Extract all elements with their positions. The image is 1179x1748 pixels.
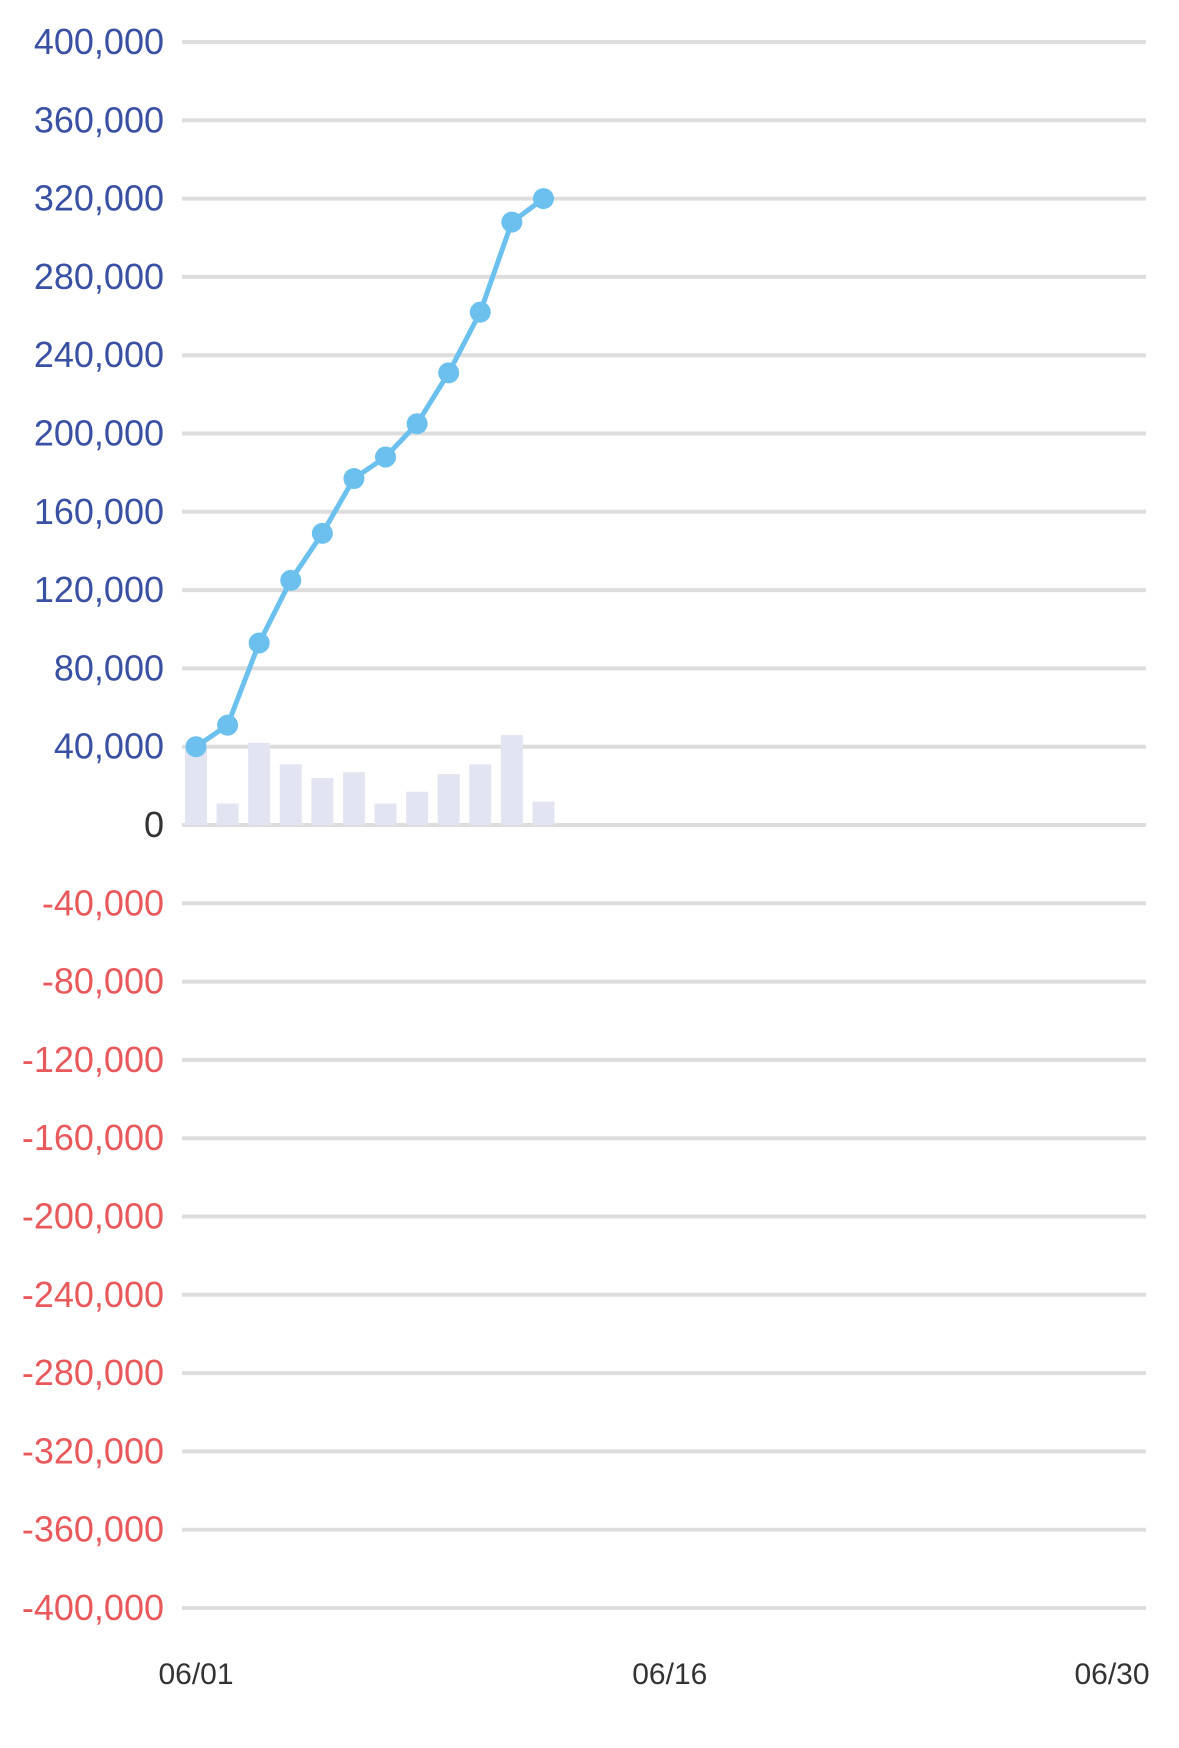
y-tick-labels: 400,000 360,000 320,000 280,000 240,000 200,0… [22, 21, 164, 1628]
bar [437, 774, 460, 825]
bar [406, 791, 429, 825]
data-point [501, 211, 523, 233]
bar [311, 778, 334, 825]
y-tick-label: 200,000 [34, 413, 164, 454]
point-layer [185, 188, 554, 758]
bar [216, 803, 239, 825]
y-tick-label: 240,000 [34, 334, 164, 375]
y-tick-label: -160,000 [22, 1117, 164, 1158]
y-tick-label: -80,000 [42, 961, 164, 1002]
y-tick-label: 80,000 [54, 647, 164, 688]
line-layer [193, 196, 546, 750]
y-tick-label: 120,000 [34, 569, 164, 610]
data-point [217, 714, 239, 736]
series-line [193, 196, 546, 750]
y-tick-label: 320,000 [34, 178, 164, 219]
data-point [406, 413, 428, 435]
bar [374, 803, 397, 825]
x-tick-labels: 06/01 06/16 06/30 [158, 1658, 1149, 1691]
bar [342, 772, 365, 825]
bar [532, 801, 555, 825]
bar [248, 742, 271, 825]
y-tick-label: 160,000 [34, 491, 164, 532]
data-point [343, 468, 365, 490]
data-point [311, 522, 333, 544]
data-point [185, 736, 207, 758]
x-tick-label: 06/16 [632, 1658, 707, 1691]
y-tick-label: -360,000 [22, 1509, 164, 1550]
data-point [375, 446, 397, 468]
data-point [532, 188, 554, 210]
y-tick-label: -280,000 [22, 1352, 164, 1393]
bar [500, 734, 523, 825]
bar [185, 746, 207, 825]
grid-layer [182, 40, 1146, 1610]
y-tick-label: 280,000 [34, 256, 164, 297]
y-tick-label: 40,000 [54, 726, 164, 767]
y-tick-label: -40,000 [42, 882, 164, 923]
y-tick-label: -240,000 [22, 1274, 164, 1315]
y-tick-label: -120,000 [22, 1039, 164, 1080]
bar [469, 764, 492, 825]
data-point [280, 569, 302, 591]
y-tick-label: -200,000 [22, 1196, 164, 1237]
data-point [248, 632, 270, 654]
data-point [438, 362, 460, 384]
x-tick-label: 06/30 [1074, 1658, 1149, 1691]
y-tick-label: 0 [144, 804, 164, 845]
y-tick-label: -320,000 [22, 1430, 164, 1471]
y-tick-label: 400,000 [34, 21, 164, 62]
bar-layer [185, 734, 555, 825]
x-tick-label: 06/01 [158, 1658, 233, 1691]
data-point [469, 301, 491, 323]
bar [279, 764, 302, 825]
y-tick-label: 360,000 [34, 99, 164, 140]
y-tick-label: -400,000 [22, 1587, 164, 1628]
